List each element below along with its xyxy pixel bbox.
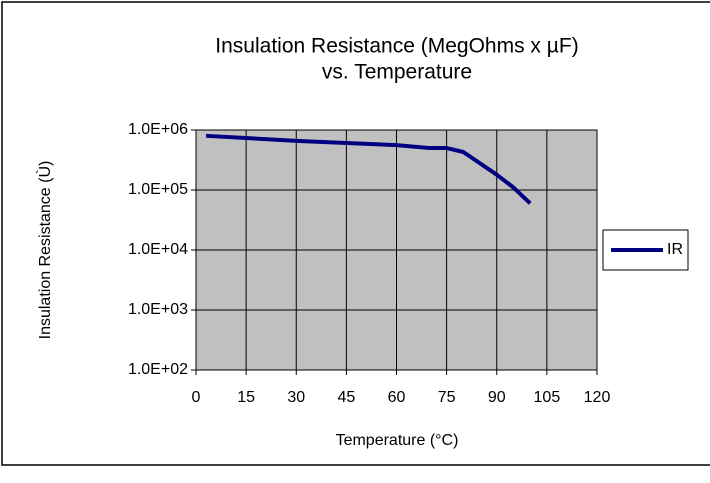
x-tick-label: 30 — [287, 389, 305, 406]
x-tick-label: 60 — [388, 389, 406, 406]
chart-title: vs. Temperature — [322, 61, 472, 84]
y-tick-label: 1.0E+06 — [128, 121, 188, 138]
x-tick-label: 0 — [192, 389, 201, 406]
x-tick-label: 15 — [237, 389, 255, 406]
plot-border — [195, 129, 598, 371]
x-tick-label: 75 — [438, 389, 456, 406]
chart-title: Insulation Resistance (MegOhms x µF) — [215, 35, 578, 58]
y-tick-label: 1.0E+05 — [128, 181, 188, 198]
y-tick-label: 1.0E+02 — [128, 361, 188, 378]
chart-frame — [1, 1, 710, 466]
x-tick-label: 105 — [534, 389, 561, 406]
x-tick-label: 45 — [337, 389, 355, 406]
x-tick-label: 90 — [488, 389, 506, 406]
data-line — [205, 133, 532, 205]
y-tick-label: 1.0E+03 — [128, 301, 188, 318]
y-axis-label: Insulation Resistance (Ù) — [35, 161, 54, 340]
x-tick-label: 120 — [584, 389, 611, 406]
legend-label: IR — [667, 241, 683, 258]
x-axis-label: Temperature (°C) — [336, 432, 459, 449]
y-tick-label: 1.0E+04 — [128, 241, 188, 258]
